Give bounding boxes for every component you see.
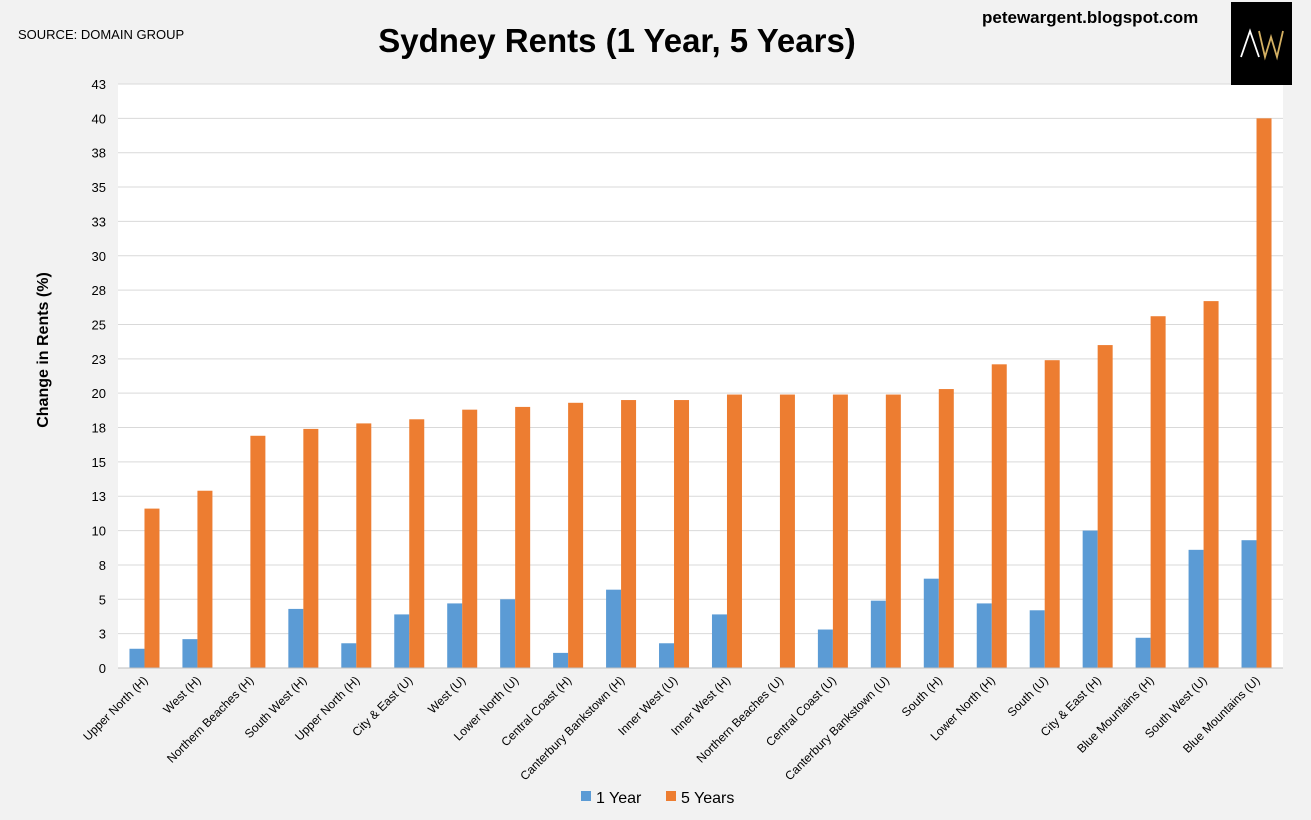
bar-5-years xyxy=(621,400,637,668)
y-tick-label: 10 xyxy=(92,524,106,539)
bar-1-year xyxy=(606,589,622,668)
bar-1-year xyxy=(923,578,939,668)
bar-5-years xyxy=(303,428,319,668)
y-tick-label: 8 xyxy=(99,558,106,573)
y-tick-label: 33 xyxy=(92,214,106,229)
bar-1-year xyxy=(1241,540,1257,668)
y-tick-label: 35 xyxy=(92,180,106,195)
bar-1-year xyxy=(553,652,569,668)
bar-5-years xyxy=(1097,345,1113,668)
y-tick-label: 5 xyxy=(99,592,106,607)
y-tick-label: 38 xyxy=(92,146,106,161)
bar-5-years xyxy=(1150,316,1166,668)
x-tick-label: West (U) xyxy=(425,673,468,716)
y-tick-label: 30 xyxy=(92,249,106,264)
blog-name: petewargent.blogspot.com xyxy=(982,8,1199,27)
source-note: SOURCE: DOMAIN GROUP xyxy=(18,27,185,42)
bar-5-years xyxy=(885,394,901,668)
y-tick-label: 28 xyxy=(92,283,106,298)
bar-1-year xyxy=(1135,637,1151,668)
bar-5-years xyxy=(779,394,795,668)
bar-series xyxy=(129,118,1272,668)
bar-1-year xyxy=(976,603,992,668)
bar-1-year xyxy=(447,603,463,668)
legend-swatch-5-years xyxy=(666,791,676,801)
bar-1-year xyxy=(659,643,675,668)
legend-label-1-year: 1 Year xyxy=(596,790,642,807)
bar-5-years xyxy=(1044,360,1060,668)
y-axis-label: Change in Rents (%) xyxy=(35,272,52,428)
bar-5-years xyxy=(832,394,848,668)
x-tick-label: South (H) xyxy=(899,673,945,719)
bar-5-years xyxy=(991,364,1007,668)
bar-1-year xyxy=(129,648,145,668)
x-tick-label: Upper North (H) xyxy=(80,673,150,743)
x-axis-tick-labels: Upper North (H) West (H)Northern Beaches … xyxy=(80,673,1262,783)
x-tick-label: Northern Beaches (H) xyxy=(164,673,256,765)
legend-swatch-1-year xyxy=(581,791,591,801)
bar-5-years xyxy=(568,402,584,668)
bar-5-years xyxy=(409,419,425,668)
y-tick-label: 20 xyxy=(92,386,106,401)
bar-5-years xyxy=(144,508,160,668)
bar-5-years xyxy=(674,400,690,668)
bar-1-year xyxy=(394,614,410,668)
bar-1-year xyxy=(1082,530,1098,668)
y-tick-label: 13 xyxy=(92,489,106,504)
legend-label-5-years: 5 Years xyxy=(681,790,734,807)
bar-5-years xyxy=(515,406,531,668)
bar-5-years xyxy=(250,435,266,668)
x-tick-label: West (H) xyxy=(160,673,203,716)
bar-5-years xyxy=(356,423,372,668)
y-tick-label: 15 xyxy=(92,455,106,470)
bar-1-year xyxy=(870,600,886,668)
y-tick-label: 23 xyxy=(92,352,106,367)
bar-5-years xyxy=(938,389,954,668)
bar-5-years xyxy=(197,490,213,668)
bar-1-year xyxy=(817,629,833,668)
y-tick-label: 0 xyxy=(99,661,106,676)
aw-logo-icon xyxy=(1239,27,1284,61)
x-tick-label: Northern Beaches (U) xyxy=(694,673,786,765)
y-tick-label: 25 xyxy=(92,317,106,332)
bar-1-year xyxy=(500,599,516,668)
x-tick-label: Canterbury Bankstown (U) xyxy=(782,673,892,783)
y-tick-label: 3 xyxy=(99,627,106,642)
legend: 1 Year 5 Years xyxy=(581,790,734,807)
x-tick-label: Canterbury Bankstown (H) xyxy=(517,673,627,783)
bar-5-years xyxy=(726,394,742,668)
bar-1-year xyxy=(711,614,727,668)
bar-5-years xyxy=(1203,301,1219,668)
y-tick-label: 40 xyxy=(92,111,106,126)
bar-1-year xyxy=(341,643,357,668)
y-tick-label: 43 xyxy=(92,77,106,92)
chart-title: Sydney Rents (1 Year, 5 Years) xyxy=(378,22,856,59)
bar-1-year xyxy=(182,639,198,668)
bar-1-year xyxy=(288,608,304,668)
aw-logo xyxy=(1231,2,1292,85)
bar-5-years xyxy=(462,409,478,668)
bar-5-years xyxy=(1256,118,1272,668)
x-tick-label: South (U) xyxy=(1005,673,1051,719)
y-tick-label: 18 xyxy=(92,421,106,436)
bar-1-year xyxy=(1029,610,1045,668)
bar-1-year xyxy=(1188,549,1204,668)
